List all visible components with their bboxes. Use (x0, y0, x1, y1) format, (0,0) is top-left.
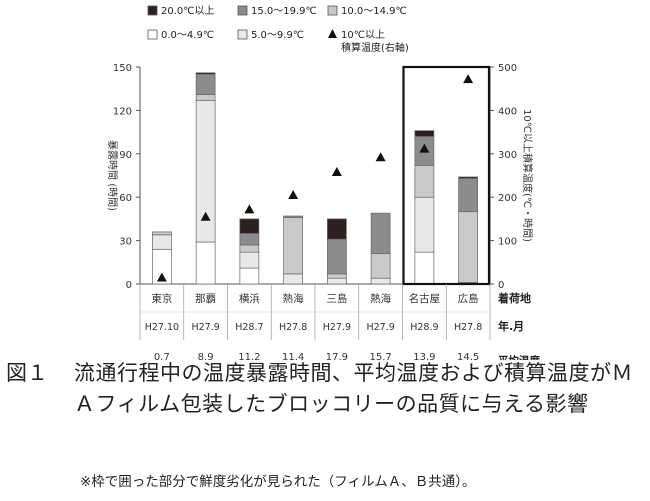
figure-chart: 20.0℃以上 15.0～19.9℃ 10.0～14.9℃ 0.0～4.9℃ 5.0～9… (106, 5, 540, 360)
bar-segment (370, 277, 391, 285)
legend-label: 10℃以上 (341, 29, 385, 41)
shipping-month: H27.9 (191, 322, 219, 333)
average-temperature: 11.2 (238, 352, 260, 360)
legend-swatch (147, 29, 158, 40)
category-label: 名古屋 (409, 292, 441, 305)
shipping-month: H28.9 (410, 322, 438, 333)
row-label-month: 年.月 (498, 319, 524, 333)
y2-axis-label: 10℃以上積算温度(℃・時間) (521, 109, 534, 242)
legend-swatch (237, 5, 248, 16)
legend-label-line2: 積算温度(右軸) (341, 41, 409, 54)
row-label-temp: 平均温度 (498, 354, 540, 360)
shipping-month: H27.8 (279, 322, 307, 333)
right-tick-label: 500 (498, 63, 517, 74)
left-tick-label: 150 (113, 63, 132, 74)
cumulative-point (200, 211, 211, 221)
bar-segment (239, 233, 260, 246)
bar-segment (327, 238, 347, 275)
category-label: 那覇 (195, 293, 216, 305)
bar-segment (414, 165, 435, 198)
category-label: 横浜 (239, 292, 260, 305)
average-temperature: 0.7 (154, 352, 170, 360)
bar-segment (152, 234, 172, 250)
average-temperature: 14.5 (457, 352, 479, 360)
right-tick-label: 400 (498, 106, 517, 117)
right-tick-label: 100 (498, 237, 517, 248)
legend: 20.0℃以上 15.0～19.9℃ 10.0～14.9℃ 0.0～4.9℃ 5.0～9… (147, 5, 409, 54)
bar-segment (195, 99, 216, 243)
shipping-month: H27.9 (366, 322, 394, 333)
bar-segment (283, 217, 303, 275)
average-temperature: 15.7 (369, 352, 391, 360)
average-temperature: 8.9 (198, 352, 214, 360)
left-tick-label: 60 (119, 193, 132, 204)
right-tick-label: 0 (498, 280, 504, 291)
row-label-ship: 着荷地 (497, 291, 531, 305)
legend-swatch (328, 29, 337, 38)
shipping-month: H27.9 (323, 322, 351, 333)
caption-label: 図１ (6, 361, 48, 385)
bar-segment (195, 73, 216, 95)
category-label: 広島 (458, 292, 479, 305)
shipping-month: H28.7 (235, 322, 263, 333)
category-label: 熱海 (370, 292, 391, 305)
legend-label: 10.0～14.9℃ (341, 6, 407, 17)
y-axis-label: 暴露時間 (時間) (106, 140, 118, 211)
bar-segment (283, 273, 303, 285)
bar-segment (370, 253, 391, 279)
bar-segment (195, 94, 216, 101)
category-label: 三島 (326, 292, 347, 305)
legend-label: 15.0～19.9℃ (251, 6, 317, 17)
bar-segment (327, 277, 347, 285)
cumulative-point (419, 143, 430, 153)
average-temperature: 11.4 (282, 352, 304, 360)
bar-segment (370, 212, 391, 254)
average-temperature: 13.9 (413, 352, 435, 360)
shipping-month: H27.10 (145, 322, 179, 333)
bar-segment (239, 218, 260, 234)
caption-title: 流通行程中の温度暴露時間、平均温度および積算温度がＭＡフィルム包装したブロッコリ… (74, 361, 633, 416)
cumulative-point (288, 190, 299, 200)
bar-segment (458, 176, 478, 179)
cumulative-point (156, 272, 167, 282)
left-tick-label: 0 (126, 280, 132, 291)
left-tick-label: 120 (113, 106, 132, 117)
bar-segment (195, 72, 216, 75)
shipping-month: H27.8 (454, 322, 482, 333)
average-temperature: 17.9 (326, 352, 348, 360)
bar-segment (283, 215, 303, 218)
right-tick-label: 300 (498, 150, 517, 161)
bar-segment (327, 273, 347, 279)
legend-label: 5.0～9.9℃ (251, 30, 304, 41)
bar-segment (152, 231, 172, 236)
category-label: 東京 (151, 292, 172, 305)
caption-note: ※枠で囲った部分で鮮度劣化が見られた（フィルムＡ、Ｂ共通）。 (80, 474, 476, 490)
legend-label: 0.0～4.9℃ (161, 30, 214, 41)
legend-swatch (237, 29, 248, 40)
bar-segment (239, 244, 260, 253)
bars (152, 72, 478, 285)
legend-swatch (327, 5, 338, 16)
left-tick-label: 90 (119, 150, 132, 161)
cumulative-point (331, 167, 342, 177)
bar-segment (458, 178, 478, 213)
bar-segment (414, 130, 435, 137)
bar-segment (327, 218, 347, 240)
left-tick-label: 30 (119, 237, 132, 248)
bar-segment (239, 267, 260, 285)
bar-segment (414, 251, 435, 285)
legend-label: 20.0℃以上 (161, 5, 215, 17)
cumulative-point (463, 74, 474, 84)
category-label: 熱海 (283, 292, 304, 305)
bar-segment (239, 251, 260, 269)
bar-segment (414, 196, 435, 253)
right-tick-label: 200 (498, 193, 517, 204)
cumulative-point (244, 204, 255, 214)
category-table: 東京 H27.10 0.7 那覇 H27.9 8.9 横浜 H28.7 11.2 熱海 H27.8 1… (139, 284, 540, 360)
bar-segment (195, 241, 216, 285)
cumulative-point (375, 152, 386, 162)
bar-segment (458, 211, 478, 283)
legend-swatch (147, 5, 158, 16)
figure-caption: 図１ 流通行程中の温度暴露時間、平均温度および積算温度がＭＡフィルム包装したブロ… (6, 358, 646, 420)
